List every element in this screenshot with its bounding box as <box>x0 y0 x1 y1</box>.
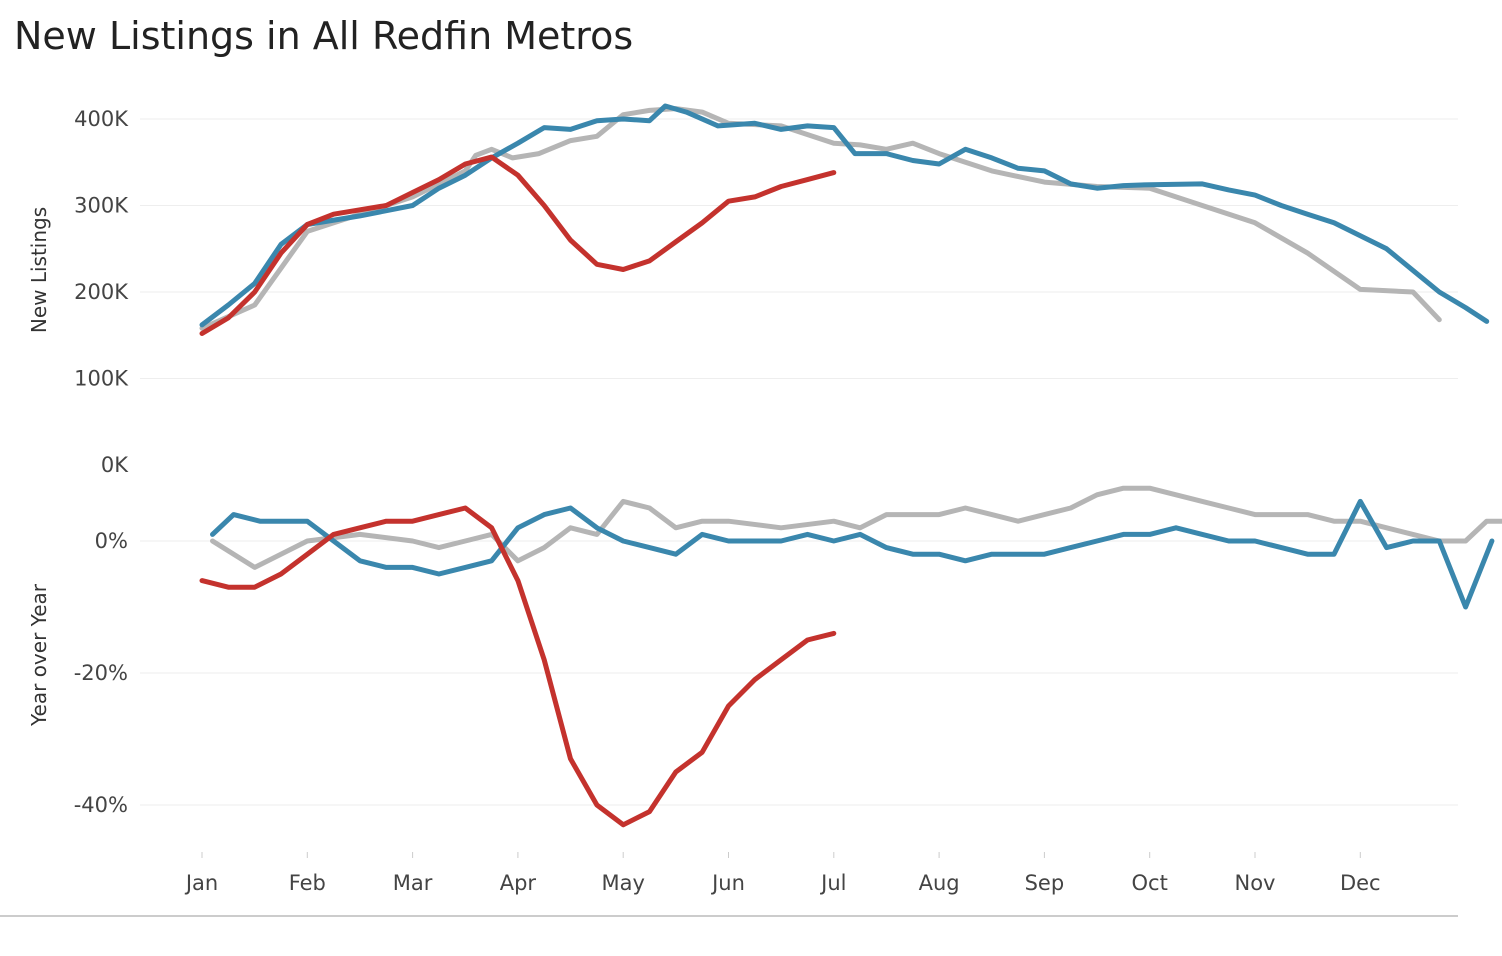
bottom-panel-gridlines <box>140 540 1458 806</box>
x-tick-label: Jun <box>710 871 745 895</box>
bottom-y-tick-label: -40% <box>74 793 128 817</box>
x-tick-label: Apr <box>500 871 537 895</box>
top-y-tick-label: 100K <box>74 367 129 391</box>
x-tick-label: Oct <box>1132 871 1168 895</box>
bottom-panel-y-axis-title: Year over Year <box>27 583 51 727</box>
x-axis-ticks: Jan Feb Mar Apr May Jun Jul Aug Sep Oct Nov Dec <box>184 852 1381 895</box>
bottom-y-tick-label: 0% <box>95 529 128 553</box>
top-series-line-red <box>199 154 837 336</box>
x-tick-label: Mar <box>393 871 433 895</box>
top-panel-gridlines <box>140 118 1458 379</box>
top-panel-y-ticks: 400K 300K 200K 100K 0K <box>74 107 129 477</box>
top-series-line-blue <box>199 103 1490 328</box>
x-tick-label: Dec <box>1340 871 1381 895</box>
chart-title: New Listings in All Redfin Metros <box>14 14 634 58</box>
bottom-panel-y-ticks: 0% -20% -40% <box>74 529 128 817</box>
top-y-tick-label: 400K <box>74 107 129 131</box>
bottom-series-line-blue <box>210 498 1495 610</box>
top-y-tick-label: 200K <box>74 280 129 304</box>
bottom-series-line-red <box>199 505 837 828</box>
top-y-tick-label: 0K <box>101 453 129 477</box>
x-tick-label: Jul <box>819 871 846 895</box>
bottom-y-tick-label: -20% <box>74 661 128 685</box>
x-tick-label: Aug <box>919 871 960 895</box>
x-tick-label: May <box>601 871 644 895</box>
x-tick-label: Jan <box>184 871 218 895</box>
x-tick-label: Feb <box>289 871 326 895</box>
top-y-tick-label: 300K <box>74 194 129 218</box>
top-panel-series <box>199 103 1490 336</box>
x-tick-label: Sep <box>1025 871 1065 895</box>
top-panel-y-axis-title: New Listings <box>27 207 51 333</box>
bottom-panel-series <box>199 485 1502 828</box>
top-series-line-gray <box>199 106 1442 331</box>
x-tick-label: Nov <box>1235 871 1276 895</box>
